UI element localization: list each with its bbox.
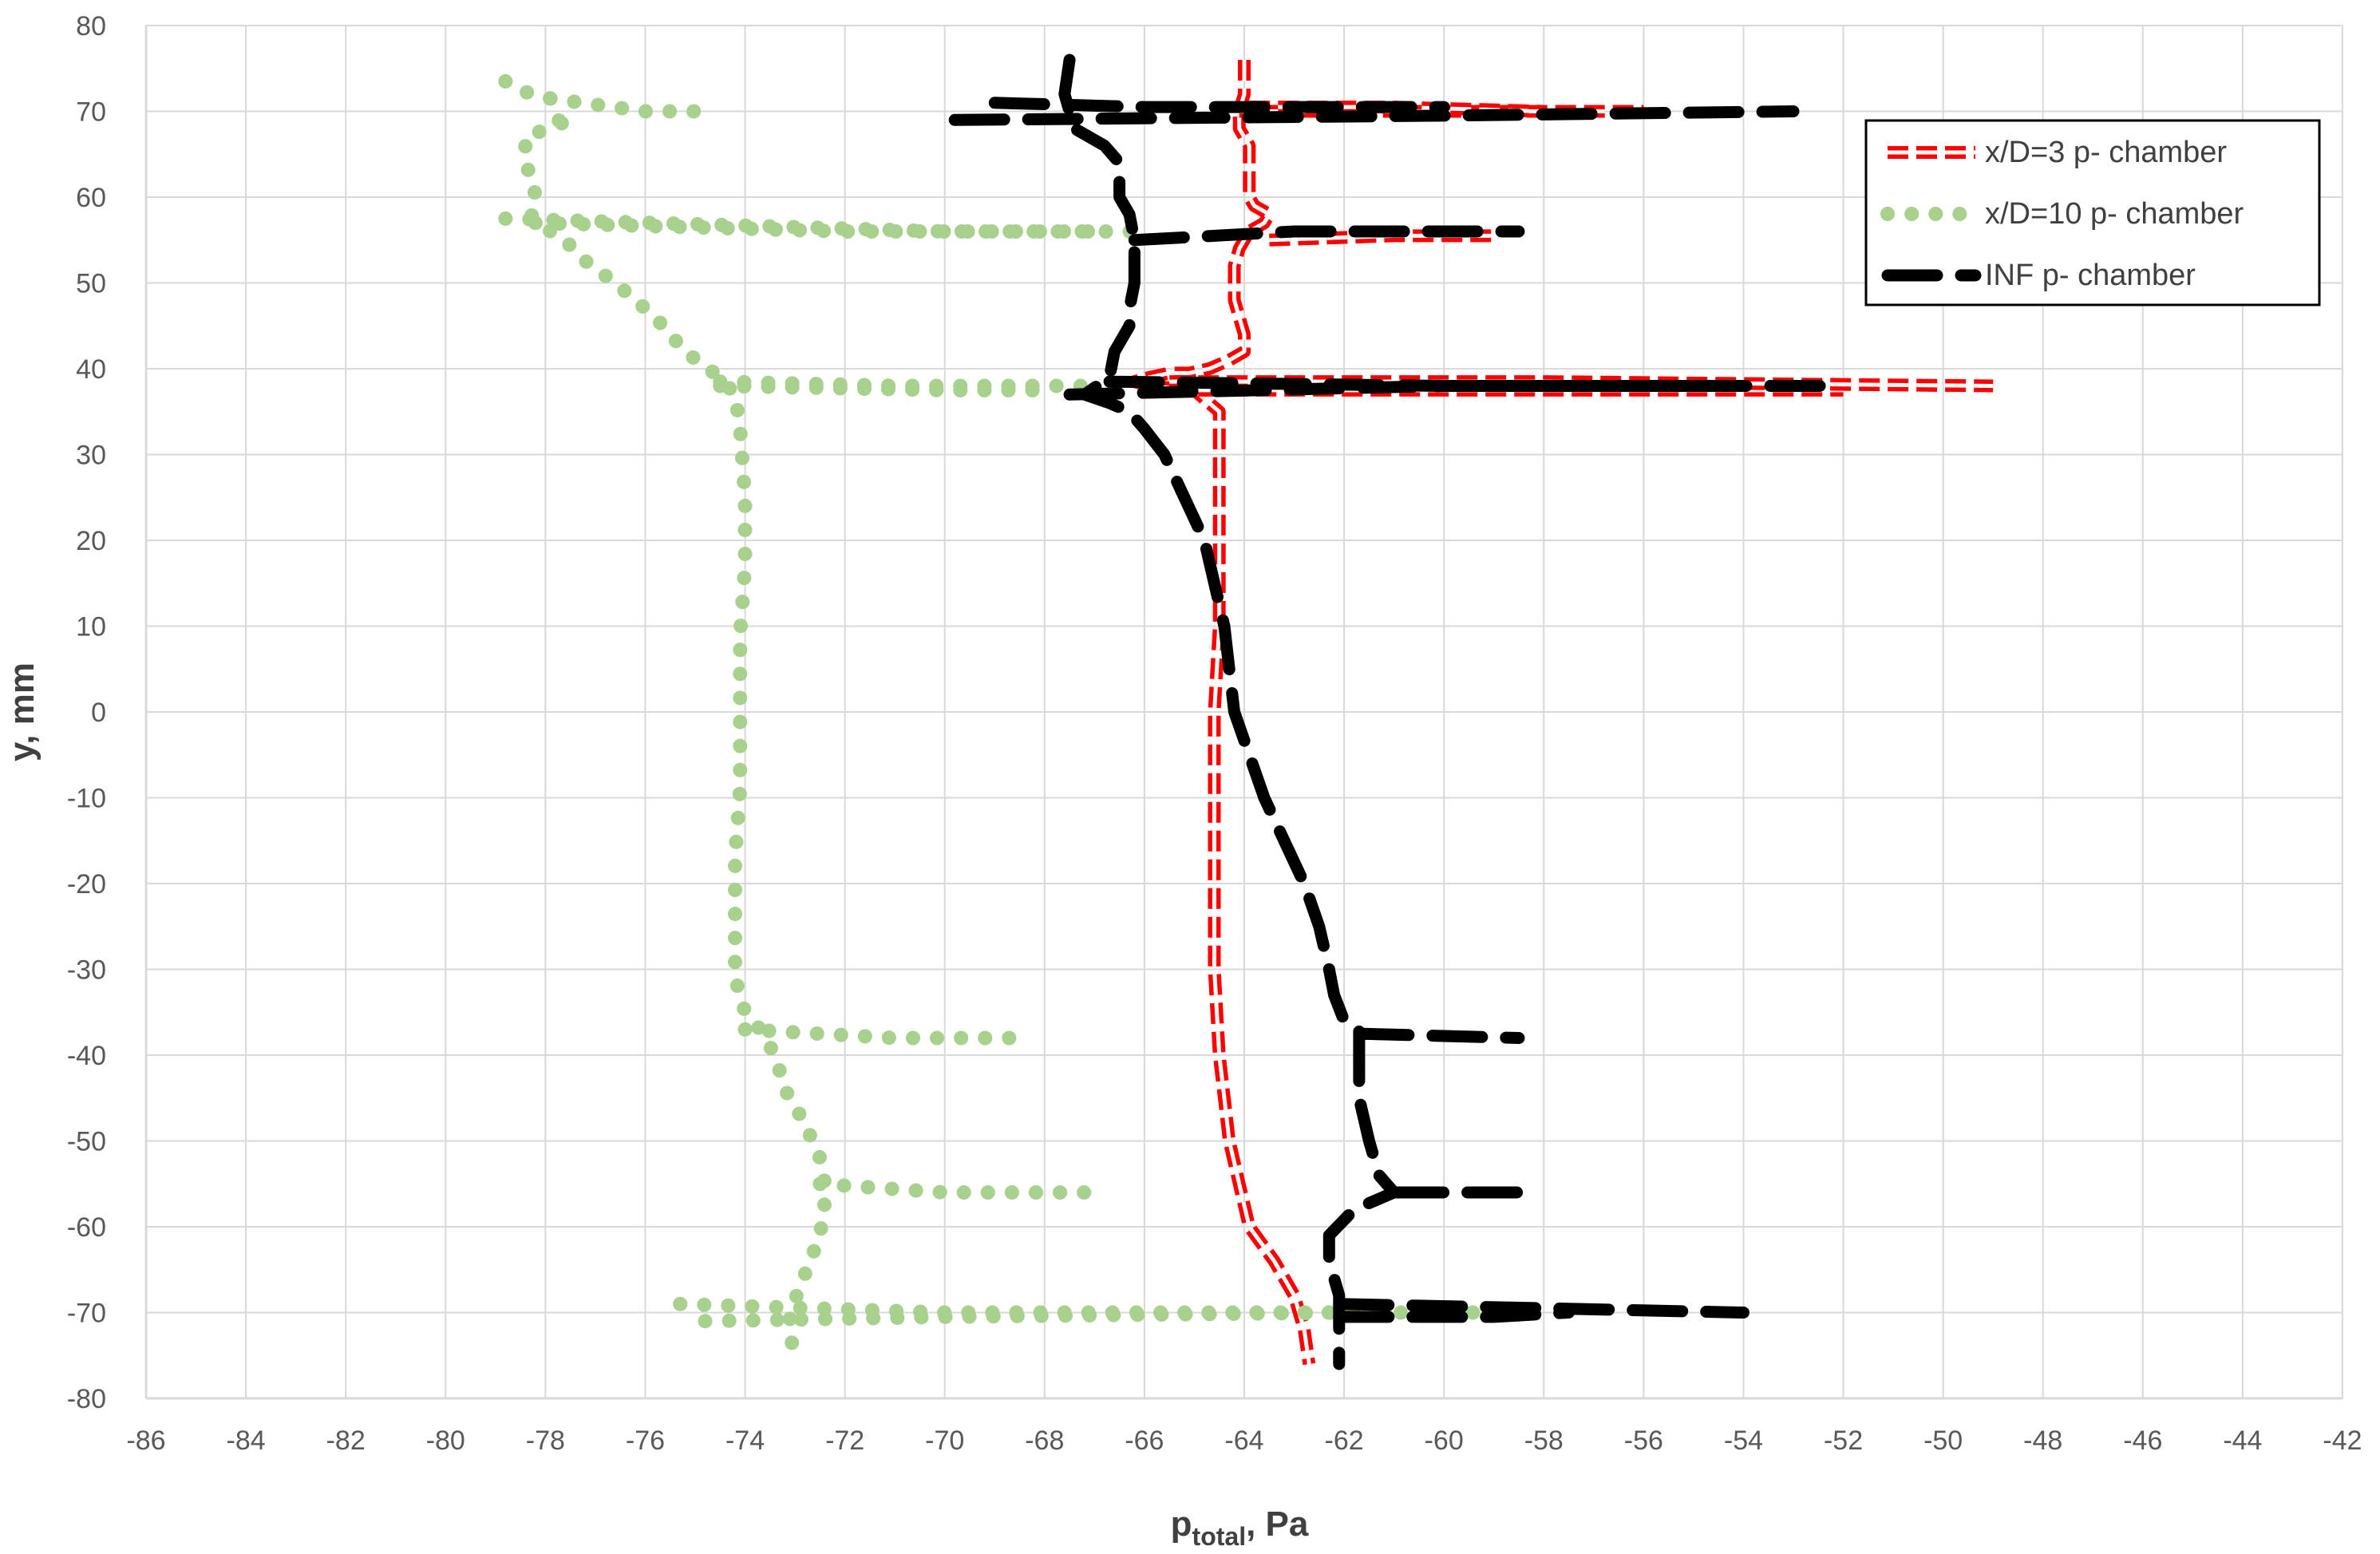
x-tick-label: -78	[526, 1425, 565, 1456]
axes	[144, 26, 2342, 1400]
x-tick-label: -64	[1224, 1425, 1263, 1456]
x-tick-label: -58	[1524, 1425, 1564, 1456]
x-tick-label: -48	[2023, 1425, 2062, 1456]
series-layer	[498, 53, 1994, 1371]
series-x-d-10-p-chamber	[498, 73, 1501, 1371]
y-tick-label: 50	[76, 269, 106, 299]
tick-labels: -86 -84 -82 -80 -78 -76 -74 -72 -70 -68 -66 -64 -62 -…	[67, 11, 2362, 1456]
y-tick-label: 80	[76, 11, 106, 42]
y-tick-label: 40	[76, 354, 106, 385]
x-tick-label: -82	[326, 1425, 366, 1456]
y-tick-label: -70	[67, 1299, 106, 1329]
x-tick-label: -46	[2123, 1425, 2162, 1456]
x-axis-title-unit: , Pa	[1246, 1505, 1309, 1544]
x-axis-title-main: p	[1171, 1505, 1192, 1544]
y-tick-label: 20	[76, 526, 106, 556]
series-line-x-d-10-p-chamber	[543, 91, 713, 119]
series-line-inf-p-chamber	[988, 97, 1450, 113]
x-tick-label: -54	[1724, 1425, 1763, 1456]
series-line-inf-p-chamber	[1333, 1307, 1575, 1323]
x-tick-label: -62	[1325, 1425, 1364, 1456]
series-line-inf-p-chamber	[948, 105, 1800, 126]
x-tick-label: -66	[1125, 1425, 1164, 1456]
y-tick-label: 70	[76, 97, 106, 128]
x-axis-title: ptotal, Pa	[1171, 1505, 1309, 1551]
y-tick-label: -40	[67, 1041, 106, 1071]
series-line-x-d-10-p-chamber	[698, 1305, 1352, 1329]
y-tick-label: -80	[67, 1384, 106, 1414]
legend-label-inf: INF p- chamber	[1985, 259, 2196, 292]
x-tick-label: -84	[227, 1425, 266, 1456]
y-axis-title: y, mm	[2, 662, 42, 761]
series-line-x-d-10-p-chamber	[812, 1176, 1102, 1200]
x-tick-label: -76	[626, 1425, 665, 1456]
legend-label-xd10: x/D=10 p- chamber	[1985, 197, 2244, 231]
legend: x/D=3 p- chamber x/D=10 p- chamber INF p…	[1864, 119, 2321, 306]
series-line-x-d-10-p-chamber	[713, 374, 1102, 393]
y-tick-label: -10	[67, 784, 106, 814]
x-tick-label: -50	[1923, 1425, 1963, 1456]
series-line-inf-p-chamber	[1103, 375, 1849, 392]
x-tick-label: -60	[1425, 1425, 1464, 1456]
x-tick-label: -44	[2223, 1425, 2262, 1456]
x-tick-label: -52	[1824, 1425, 1863, 1456]
x-tick-label: -70	[925, 1425, 964, 1456]
y-tick-label: -60	[67, 1212, 106, 1243]
series-line-x-d-10-p-chamber	[528, 216, 1102, 239]
x-tick-label: -86	[126, 1425, 165, 1456]
y-tick-label: -50	[67, 1127, 106, 1157]
x-tick-label: -72	[825, 1425, 864, 1456]
x-tick-label: -56	[1624, 1425, 1663, 1456]
x-axis-title-subscript: total	[1192, 1522, 1247, 1551]
y-tick-label: -30	[67, 955, 106, 986]
series-line-inf-p-chamber	[1058, 53, 1401, 1370]
x-tick-label: -80	[426, 1425, 465, 1456]
series-line-x-d-10-p-chamber	[737, 1022, 1027, 1046]
y-tick-label: 60	[76, 183, 106, 213]
y-tick-label: -20	[67, 869, 106, 900]
x-tick-label: -68	[1025, 1425, 1064, 1456]
x-tick-label: -74	[725, 1425, 765, 1456]
series-inf-p-chamber	[948, 53, 1849, 1370]
legend-label-xd3: x/D=3 p- chamber	[1985, 136, 2227, 169]
x-tick-label: -42	[2323, 1425, 2362, 1456]
series-line-inf-p-chamber	[1128, 225, 1525, 247]
y-tick-label: 0	[91, 698, 106, 728]
y-tick-label: 30	[76, 441, 106, 471]
series-line-inf-p-chamber	[1333, 1298, 1749, 1319]
y-tick-label: 10	[76, 612, 106, 643]
series-line-x-d-3-p-chamber	[1132, 60, 1311, 1365]
series-line-inf-p-chamber	[1353, 1027, 1525, 1044]
